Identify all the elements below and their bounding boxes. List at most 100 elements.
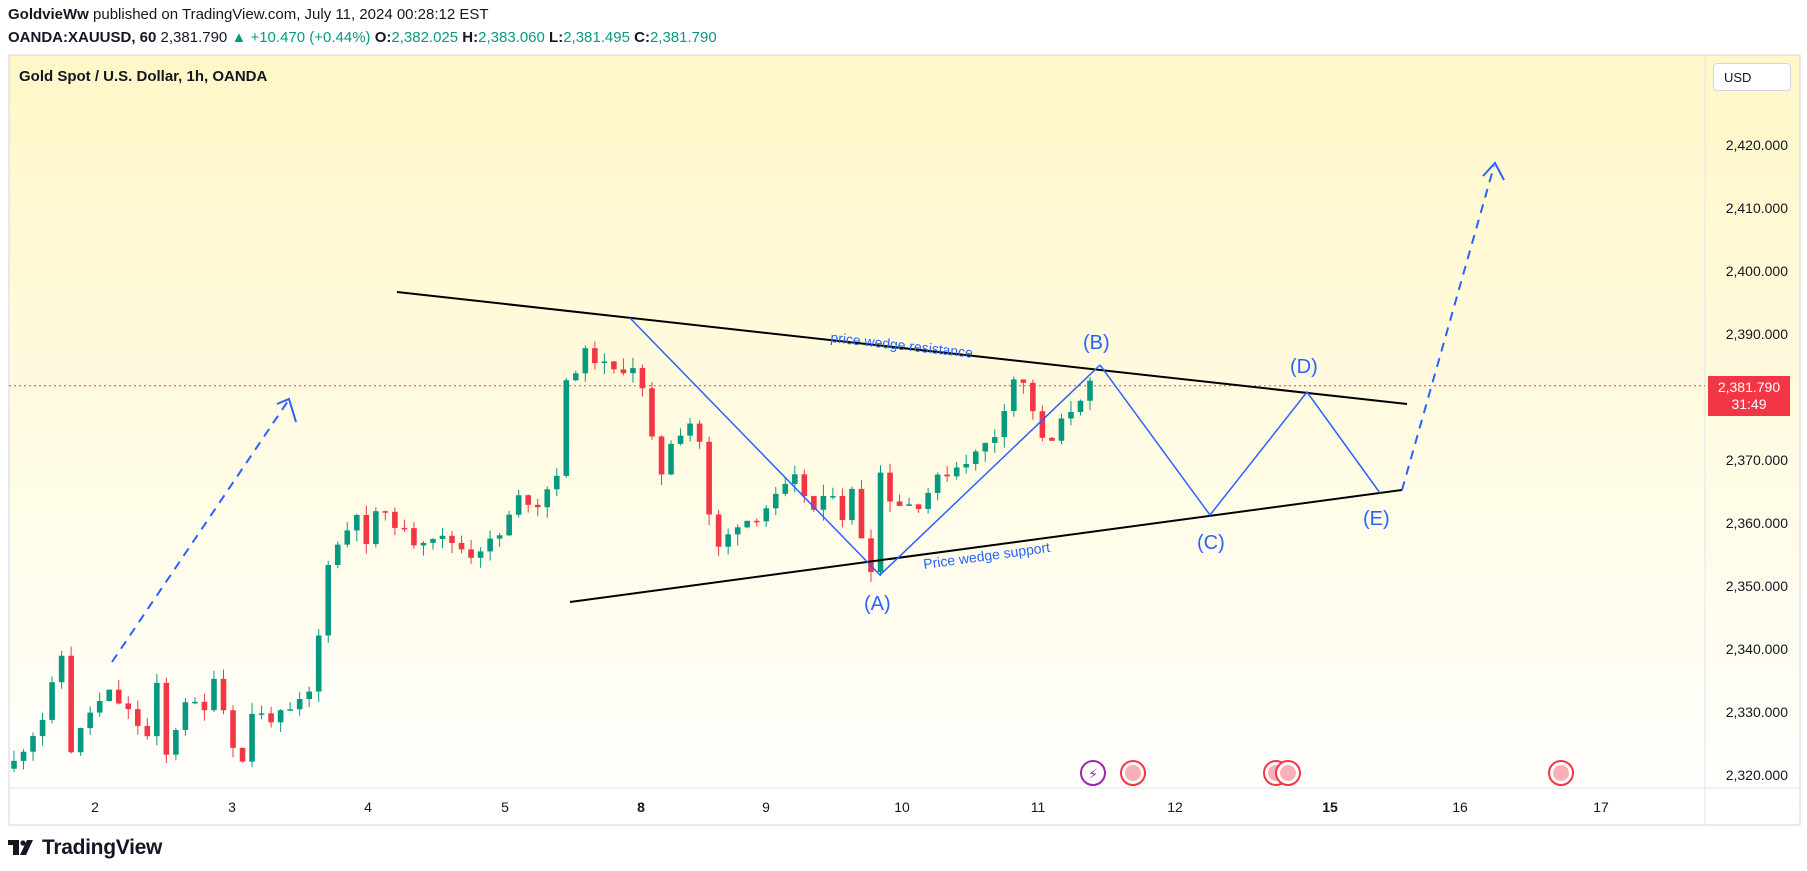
candle-body xyxy=(325,565,332,636)
candle-body xyxy=(582,348,589,374)
y-tick-label: 2,360.000 xyxy=(1726,515,1788,531)
candle-body xyxy=(382,511,389,513)
candle-body xyxy=(639,368,646,389)
candle-body xyxy=(753,520,760,523)
candle-body xyxy=(972,451,979,464)
wedge-resistance-line[interactable] xyxy=(396,291,1408,405)
y-tick-label: 2,400.000 xyxy=(1726,263,1788,279)
candle-body xyxy=(592,348,598,364)
author-name[interactable]: GoldvieWw xyxy=(8,6,89,23)
candle-body xyxy=(49,682,55,720)
wave-label-d: (D) xyxy=(1290,356,1318,378)
currency-button[interactable]: USD xyxy=(1713,63,1791,91)
candle-body xyxy=(677,435,684,444)
candle-body xyxy=(1068,411,1074,419)
candle-body xyxy=(1001,411,1008,438)
us-flag-event-icon[interactable] xyxy=(1548,760,1574,786)
candle-body xyxy=(687,423,693,436)
candle-body xyxy=(820,495,827,510)
candle-body xyxy=(991,437,998,443)
candle-body xyxy=(306,691,312,700)
candle-body xyxy=(849,488,855,521)
candle-body xyxy=(1058,418,1065,441)
y-axis[interactable]: 2,320.000 2,330.000 2,340.000 2,350.000 2,36… xyxy=(1726,137,1788,783)
y-tick-label: 2,340.000 xyxy=(1726,641,1788,657)
y-tick-label: 2,320.000 xyxy=(1726,767,1788,783)
candle-body xyxy=(915,504,922,509)
x-tick-label: 8 xyxy=(637,799,645,815)
candle-body xyxy=(1049,437,1055,441)
candle-body xyxy=(1030,382,1036,412)
wedge-support-line[interactable] xyxy=(569,489,1403,603)
candle-body xyxy=(868,538,874,573)
candle-body xyxy=(392,511,398,528)
candle-body xyxy=(258,713,265,715)
candle-body xyxy=(506,514,512,536)
candle-body xyxy=(811,496,817,510)
us-flag-event-icon[interactable] xyxy=(1275,760,1301,786)
candle-body xyxy=(792,474,798,484)
x-tick-label: 4 xyxy=(364,799,372,815)
x-tick-label: 10 xyxy=(894,799,910,815)
candle-body xyxy=(296,699,303,710)
candle-body xyxy=(30,736,36,752)
breakout-arrowhead xyxy=(1482,161,1505,181)
candle-body xyxy=(830,495,836,498)
x-tick-label: 16 xyxy=(1452,799,1468,815)
last-price: 2,381.790 xyxy=(160,29,228,46)
candle-body xyxy=(601,361,608,364)
candle-body xyxy=(449,535,455,543)
candle-body xyxy=(534,504,541,508)
candle-body xyxy=(982,442,989,452)
candle-body xyxy=(696,423,703,442)
close-label: C: xyxy=(634,29,650,46)
candle-body xyxy=(268,713,274,723)
candle-body xyxy=(877,472,884,573)
footer-brand-name: TradingView xyxy=(42,836,163,859)
candle-body xyxy=(1020,379,1027,383)
breakout-projection-arrow xyxy=(1401,165,1495,491)
left-projection-arrow xyxy=(111,400,289,663)
x-tick-label: 9 xyxy=(762,799,770,815)
candle-body xyxy=(77,728,84,753)
candle-body xyxy=(363,515,370,545)
low-value: 2,381.495 xyxy=(563,29,630,46)
candle-body xyxy=(249,713,255,762)
left-arrowhead xyxy=(276,397,297,423)
candle-body xyxy=(801,474,808,497)
candle-body xyxy=(439,535,446,539)
us-flag-event-icon[interactable] xyxy=(1120,760,1146,786)
candle-body xyxy=(1039,411,1046,438)
last-price-tag-value: 2,381.790 xyxy=(1717,379,1781,395)
candle-body xyxy=(553,475,560,490)
close-value: 2,381.790 xyxy=(649,29,717,46)
x-axis[interactable]: 2 3 4 5 8 9 10 11 12 15 16 17 xyxy=(91,799,1609,815)
last-price-tag: 2,381.790 31:49 xyxy=(1708,376,1790,416)
y-tick-label: 2,370.000 xyxy=(1726,452,1788,468)
candle-body xyxy=(668,443,674,475)
candle-body xyxy=(154,682,160,737)
candle-body xyxy=(706,441,712,515)
event-icon-1[interactable]: ⚡ xyxy=(1080,760,1106,786)
candle-body xyxy=(68,655,74,753)
candle-body xyxy=(782,483,789,494)
x-tick-label: 5 xyxy=(501,799,509,815)
candle-body xyxy=(287,709,293,711)
candle-body xyxy=(934,474,941,493)
tradingview-footer[interactable]: TradingView xyxy=(8,836,162,860)
candle-body xyxy=(239,747,246,762)
x-tick-label: 3 xyxy=(228,799,236,815)
candle-body xyxy=(1087,380,1093,401)
candle-body xyxy=(725,534,731,547)
candle-body xyxy=(744,520,751,528)
candle-body xyxy=(125,703,132,710)
high-value: 2,383.060 xyxy=(478,29,545,46)
candle-body xyxy=(134,709,141,726)
candle-body xyxy=(11,760,17,769)
svg-text:⚡: ⚡ xyxy=(1088,767,1098,783)
symbol-label[interactable]: OANDA:XAUUSD, 60 xyxy=(8,29,157,46)
candle-body xyxy=(487,538,493,552)
candle-body xyxy=(772,493,779,509)
candle-body xyxy=(715,514,722,547)
